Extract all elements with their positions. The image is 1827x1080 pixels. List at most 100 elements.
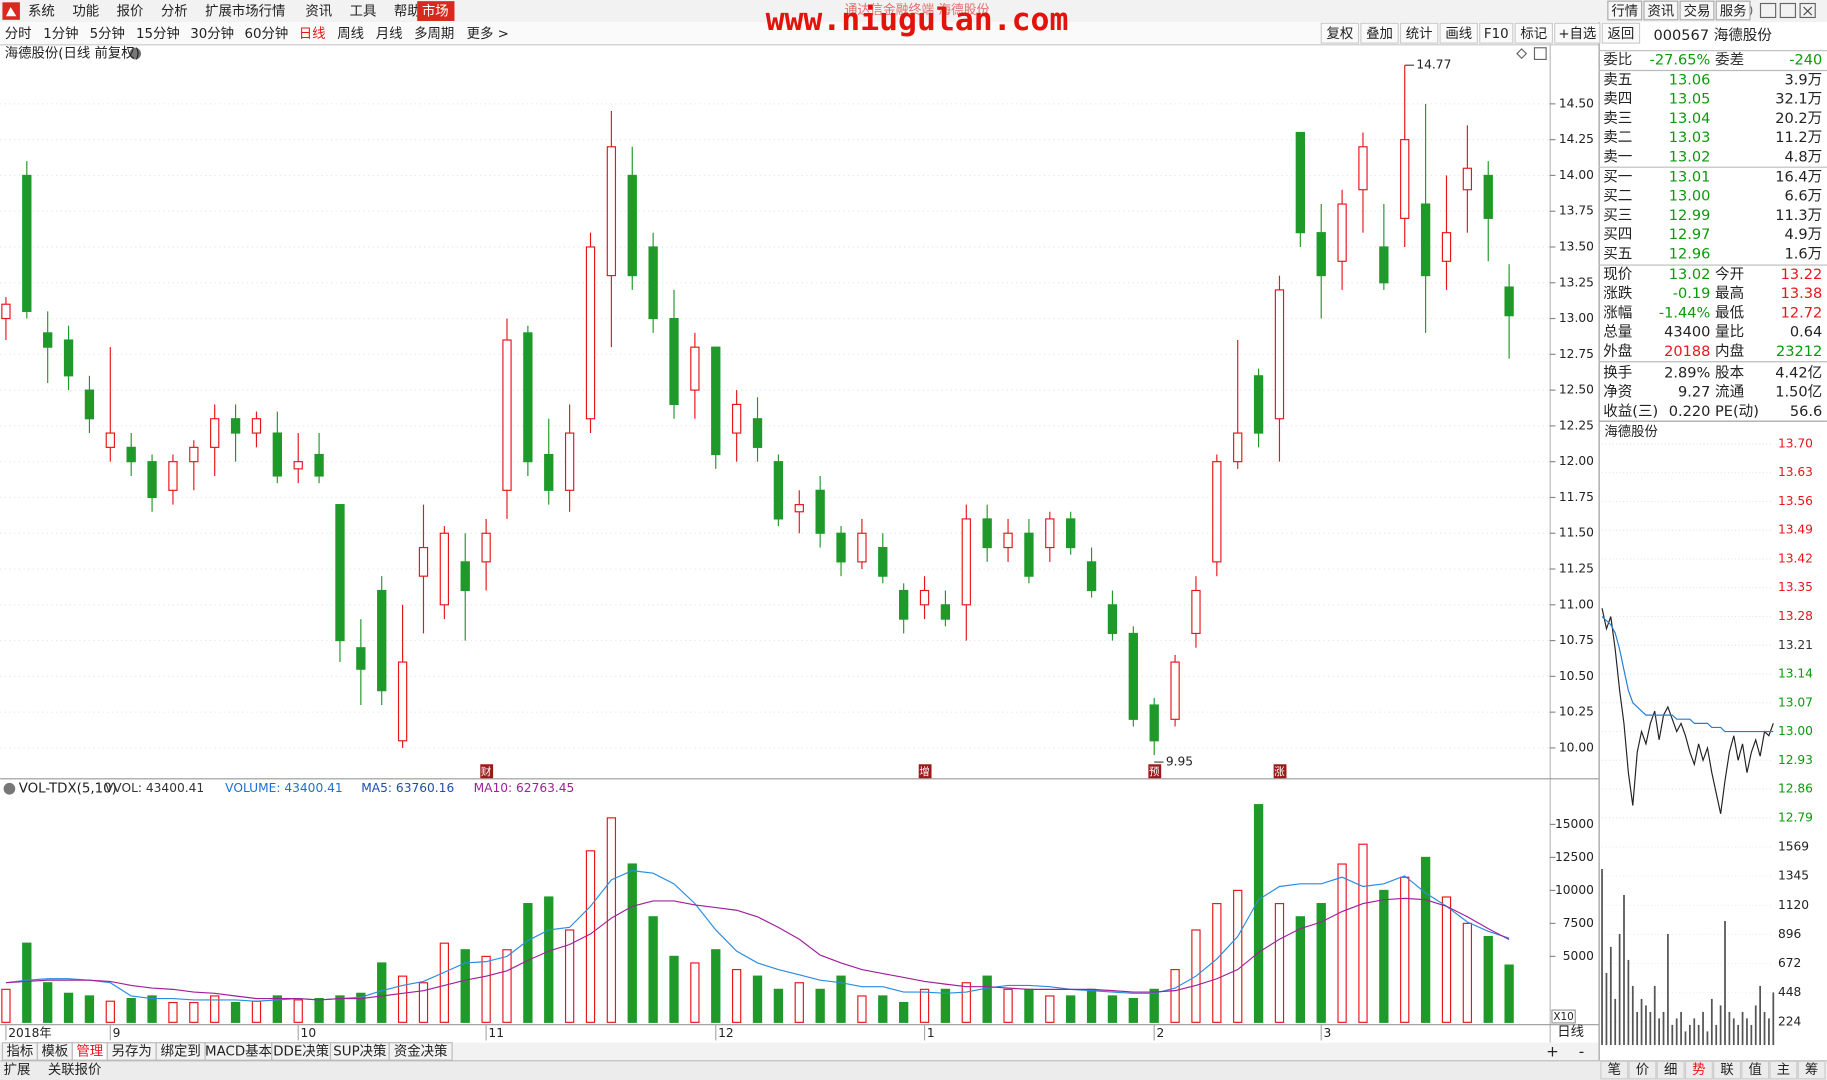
bottom-tab-label[interactable]: 绑定到 [161, 1043, 201, 1059]
period-tab[interactable]: 月线 [376, 26, 403, 42]
volume-bar [752, 975, 763, 1023]
event-marker[interactable] [1273, 764, 1287, 779]
event-marker[interactable] [480, 764, 494, 779]
period-tab[interactable]: 分时 [5, 26, 32, 42]
toolbar-label[interactable]: F10 [1484, 27, 1509, 42]
toolbar-button[interactable] [1320, 22, 1360, 44]
status-item[interactable]: 扩展 [4, 1062, 31, 1078]
toolbar-label[interactable]: 标记 [1520, 26, 1547, 42]
side-tab[interactable] [1628, 1060, 1657, 1080]
menu-item[interactable]: 系统 [28, 4, 55, 20]
side-tab[interactable] [1656, 1060, 1685, 1080]
menu-item[interactable]: 功能 [72, 4, 99, 20]
side-tab[interactable] [1797, 1060, 1826, 1080]
period-tab[interactable]: 1分钟 [43, 25, 78, 42]
menu-item[interactable]: 扩展市场行情 [205, 3, 285, 20]
side-tab-label[interactable]: 联 [1720, 1062, 1733, 1078]
candle-body [43, 332, 53, 348]
bottom-tab-label[interactable]: DDE决策 [273, 1042, 329, 1059]
toolbar-label[interactable]: 复权 [1327, 25, 1354, 42]
title-dropdown[interactable] [129, 47, 142, 60]
toolbar-label[interactable]: 叠加 [1366, 26, 1393, 42]
toolbar-button[interactable] [1601, 22, 1641, 44]
toolbar-button[interactable] [1479, 22, 1514, 44]
top-button-label[interactable]: 行情 [1611, 4, 1638, 20]
status-item[interactable]: 关联报价 [48, 1062, 102, 1078]
chart-option[interactable] [1516, 48, 1528, 60]
side-tab-label[interactable]: 价 [1636, 1063, 1649, 1078]
top-button-label[interactable]: 交易 [1684, 3, 1711, 20]
indicator-dropdown[interactable] [3, 782, 16, 795]
y-tick-label: 12.00 [1559, 454, 1594, 468]
bottom-tab-label[interactable]: 资金决策 [394, 1042, 448, 1059]
menu-item[interactable]: 分析 [161, 4, 188, 20]
side-tab[interactable] [1684, 1060, 1713, 1080]
stat-cell: 最高 [1715, 285, 1744, 302]
period-tab[interactable]: 更多 > [467, 25, 509, 42]
volume-bar [669, 955, 679, 1023]
toolbar-label[interactable]: 画线 [1445, 26, 1472, 42]
volume-bar [857, 995, 867, 1023]
toolbar-button[interactable] [1439, 22, 1478, 44]
toolbar-button[interactable] [1399, 22, 1439, 44]
top-button-label[interactable]: 资讯 [1647, 4, 1674, 20]
side-tab[interactable] [1713, 1060, 1742, 1080]
period-tab[interactable]: 15分钟 [136, 25, 180, 42]
top-button[interactable] [1643, 0, 1679, 21]
bottom-tab-label[interactable]: 另存为 [112, 1043, 152, 1059]
event-marker-label[interactable]: 财 [481, 765, 491, 778]
event-marker-label[interactable]: 增 [919, 765, 929, 778]
y-tick-label: 13.00 [1778, 724, 1813, 738]
toolbar-button[interactable] [1514, 22, 1553, 44]
book-label: 买五 [1603, 246, 1632, 263]
side-tab-label[interactable]: 值 [1749, 1062, 1762, 1078]
period-tab[interactable]: 60分钟 [245, 25, 289, 42]
toolbar-label[interactable]: 统计 [1406, 26, 1433, 42]
event-marker[interactable] [1148, 764, 1162, 779]
side-tab-label[interactable]: 势 [1692, 1062, 1705, 1078]
bottom-tab-label[interactable]: SUP决策 [333, 1042, 386, 1059]
bottom-tab-label[interactable]: MACD基本 [205, 1042, 272, 1059]
toolbar-label[interactable]: +自选 [1558, 26, 1596, 42]
period-tab[interactable]: 多周期 [414, 25, 454, 42]
bottom-tab-label[interactable]: 模板 [41, 1043, 68, 1059]
minimize-button[interactable] [1759, 2, 1777, 19]
menu-item[interactable]: 报价 [117, 4, 144, 20]
close-button[interactable] [1799, 2, 1816, 19]
menu-item[interactable]: 工具 [350, 5, 377, 20]
side-tab-label[interactable]: 筹 [1805, 1061, 1818, 1078]
menu-item[interactable]: 帮助 [394, 4, 421, 20]
zoom-in[interactable]: + [1546, 1043, 1559, 1061]
stat-cell: 最低 [1715, 304, 1745, 321]
bottom-tab-label[interactable]: 管理 [76, 1043, 103, 1059]
toolbar-label[interactable]: 返回 [1608, 26, 1635, 42]
top-button[interactable] [1679, 0, 1715, 21]
side-tab[interactable] [1600, 1060, 1629, 1080]
bottom-tab-label[interactable]: 指标 [7, 1043, 34, 1059]
event-marker[interactable] [918, 764, 932, 779]
event-marker-label[interactable]: 涨 [1274, 766, 1285, 778]
toolbar-button[interactable] [1554, 22, 1601, 44]
toolbar-button[interactable] [1360, 22, 1399, 44]
period-tab[interactable]: 周线 [337, 26, 364, 42]
volume-bar [439, 942, 450, 1023]
menu-item[interactable]: 资讯 [305, 4, 332, 20]
side-tab-label[interactable]: 主 [1777, 1062, 1790, 1078]
side-tab[interactable] [1769, 1060, 1798, 1080]
menu-item[interactable]: 市场 [422, 3, 449, 20]
side-tab[interactable] [1741, 1060, 1770, 1080]
chart-layout[interactable] [1533, 47, 1547, 60]
bottom-tab[interactable] [388, 1042, 453, 1061]
period-tab[interactable]: 日线 [299, 26, 326, 42]
period-tab[interactable]: 30分钟 [190, 25, 234, 42]
top-button-label[interactable]: 服务 [1720, 4, 1747, 20]
top-button[interactable] [1715, 0, 1751, 21]
restore-button[interactable] [1779, 2, 1797, 19]
period-tab[interactable]: 5分钟 [90, 25, 125, 42]
top-button[interactable] [1607, 0, 1643, 21]
event-marker-label[interactable]: 预 [1149, 766, 1160, 778]
side-tab-label[interactable]: 笔 [1608, 1062, 1621, 1078]
zoom-out[interactable]: - [1579, 1043, 1584, 1061]
side-tab-label[interactable]: 细 [1664, 1062, 1677, 1078]
candle-body [1295, 131, 1306, 234]
